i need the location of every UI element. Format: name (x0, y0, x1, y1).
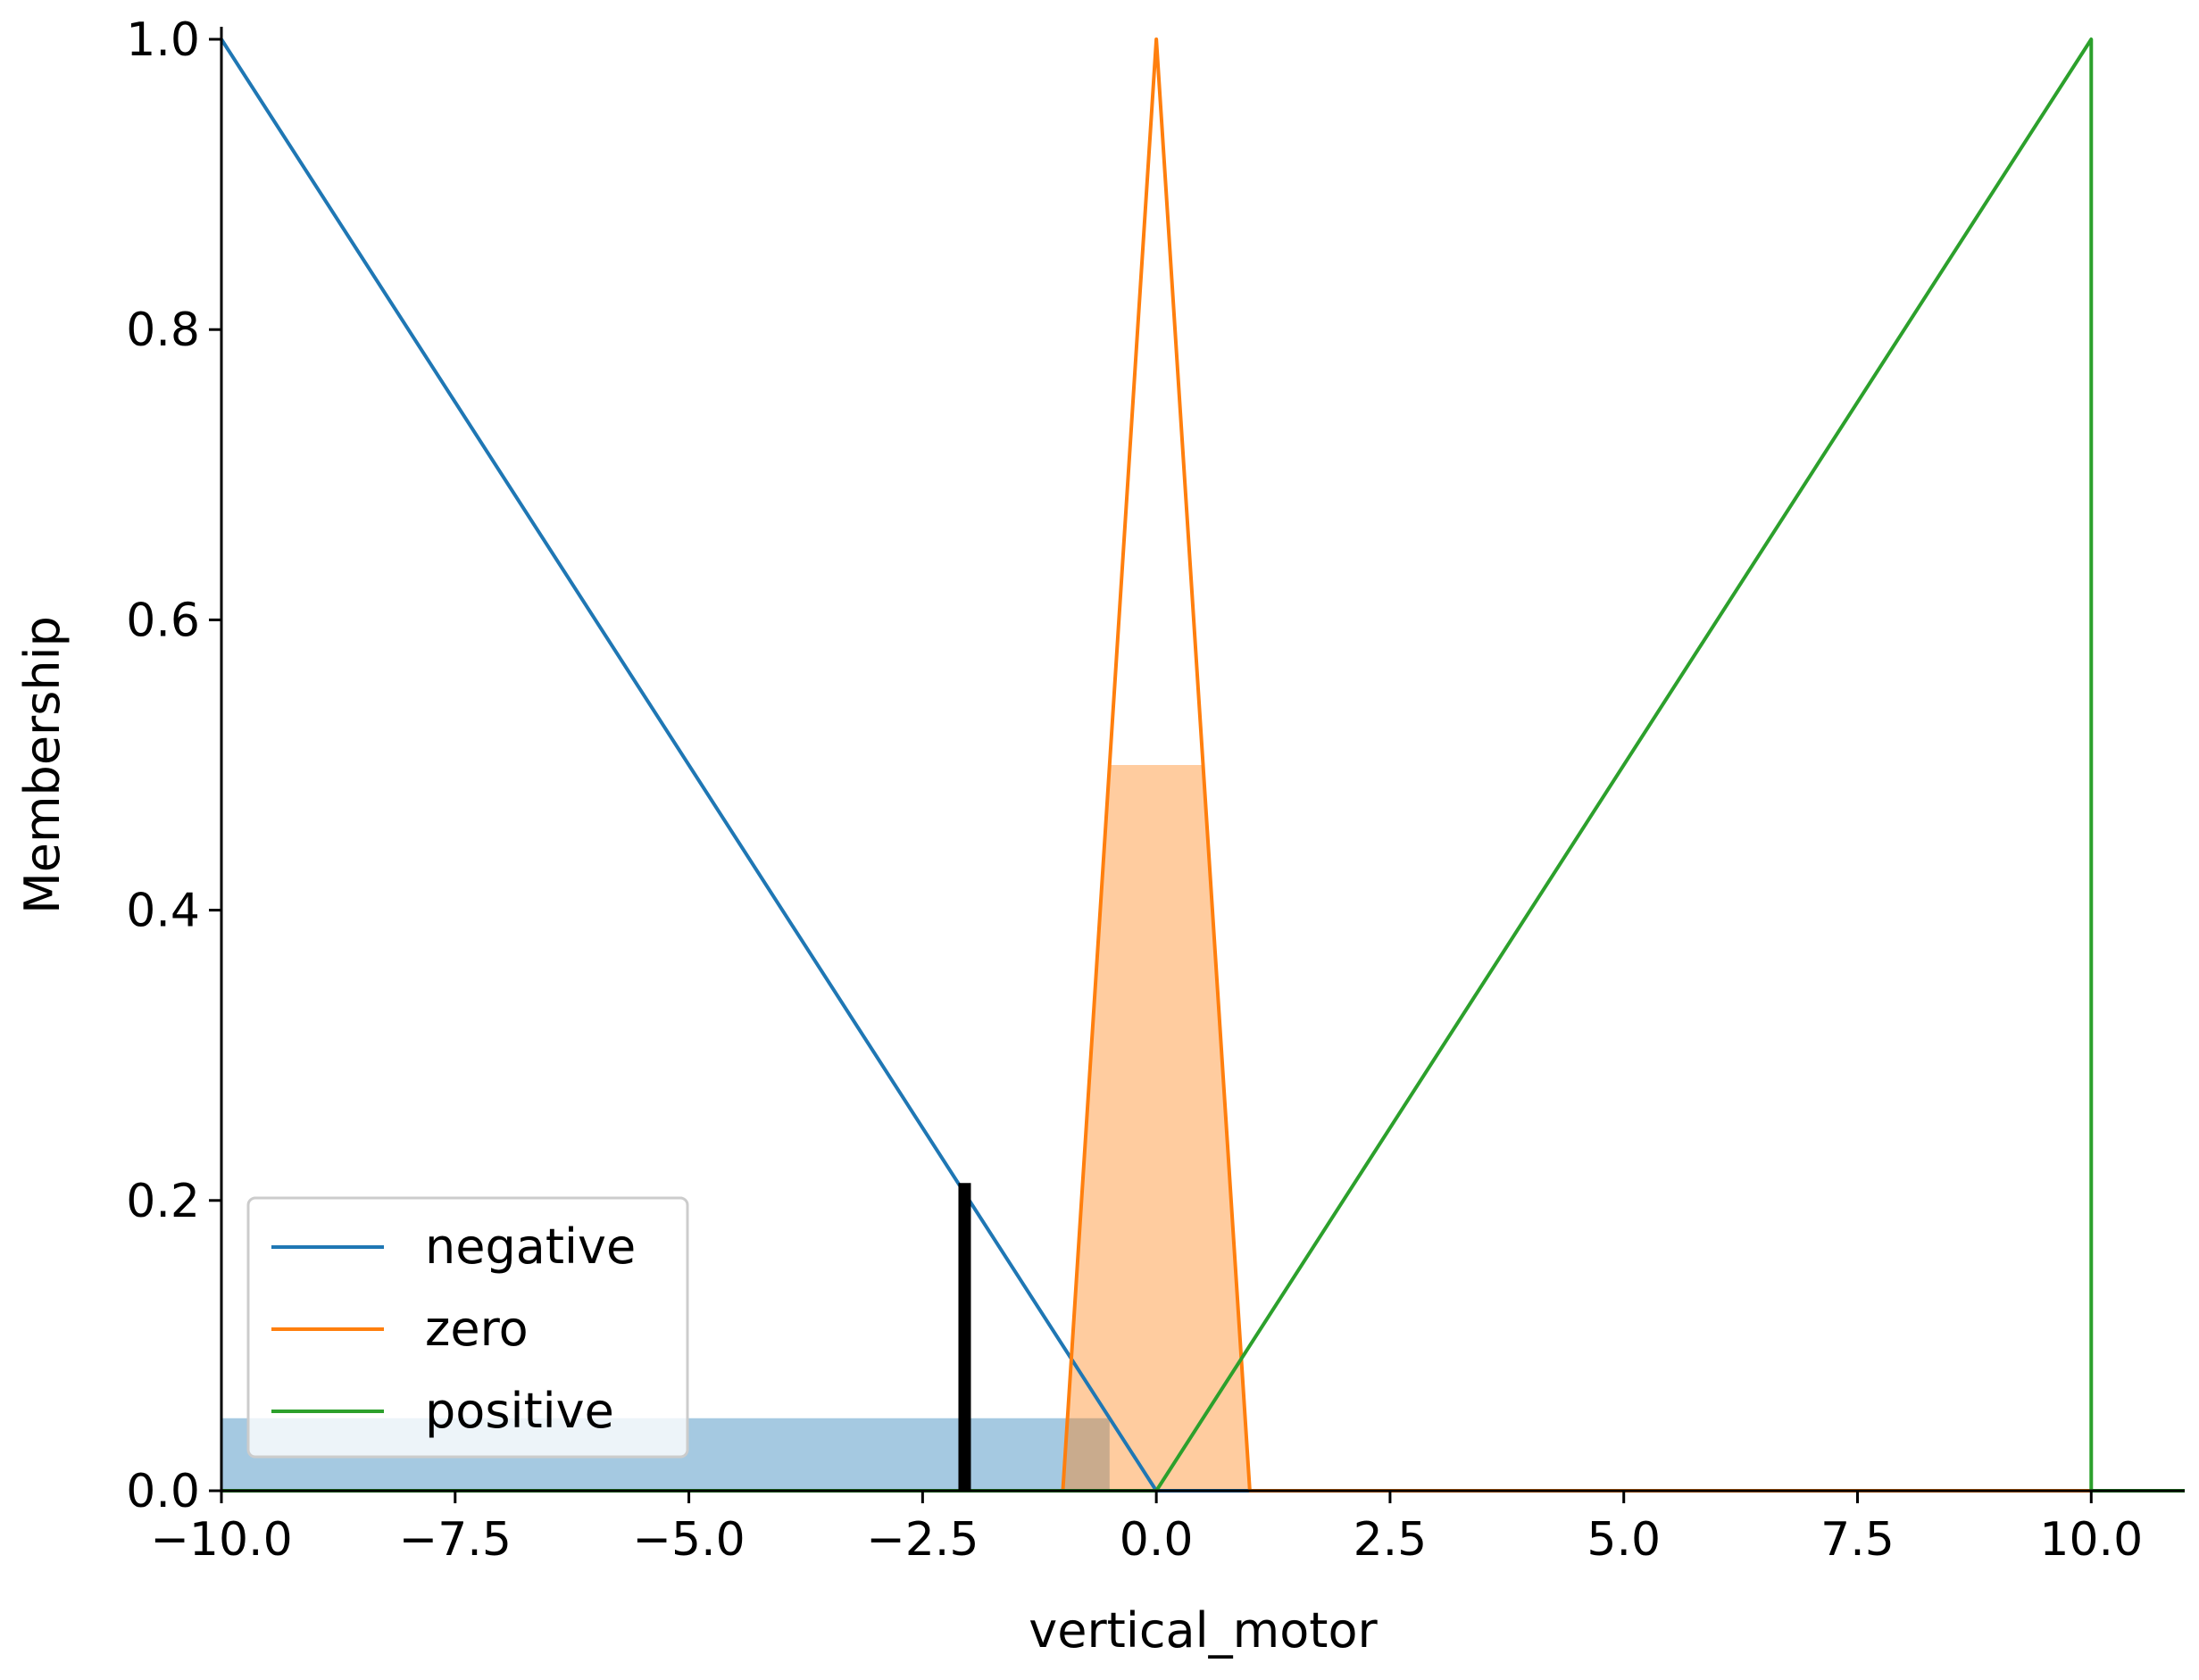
y-tick-label: 1.0 (126, 13, 200, 67)
x-tick-label: −7.5 (399, 1513, 512, 1567)
x-tick-label: −2.5 (866, 1513, 979, 1567)
y-tick-label: 0.8 (126, 304, 200, 357)
activation-fill-zero (1062, 765, 1250, 1491)
legend-label-zero: zero (425, 1301, 529, 1357)
x-axis-title: vertical_motor (1029, 1602, 1378, 1659)
y-tick-label: 0.6 (126, 594, 200, 647)
y-tick-label: 0.2 (126, 1175, 200, 1228)
y-tick-label: 0.0 (126, 1465, 200, 1518)
ticks: −10.0 −7.5 −5.0 −2.5 0.0 2.5 5.0 7.5 10.0 0.0 0.2 0… (126, 13, 2143, 1567)
x-tick-label: −10.0 (150, 1513, 292, 1567)
x-tick-label: 10.0 (2039, 1513, 2143, 1567)
y-axis-title: Membership (14, 616, 71, 914)
legend-box (246, 1196, 689, 1459)
x-tick-label: 5.0 (1587, 1513, 1661, 1567)
legend: negative zero positive (246, 1196, 689, 1459)
x-tick-label: 0.0 (1120, 1513, 1194, 1567)
x-tick-label: 2.5 (1354, 1513, 1428, 1567)
legend-label-negative: negative (425, 1218, 636, 1275)
x-tick-label: 7.5 (1820, 1513, 1895, 1567)
x-tick-label: −5.0 (632, 1513, 745, 1567)
legend-label-positive: positive (425, 1383, 614, 1439)
y-tick-label: 0.4 (126, 885, 200, 938)
